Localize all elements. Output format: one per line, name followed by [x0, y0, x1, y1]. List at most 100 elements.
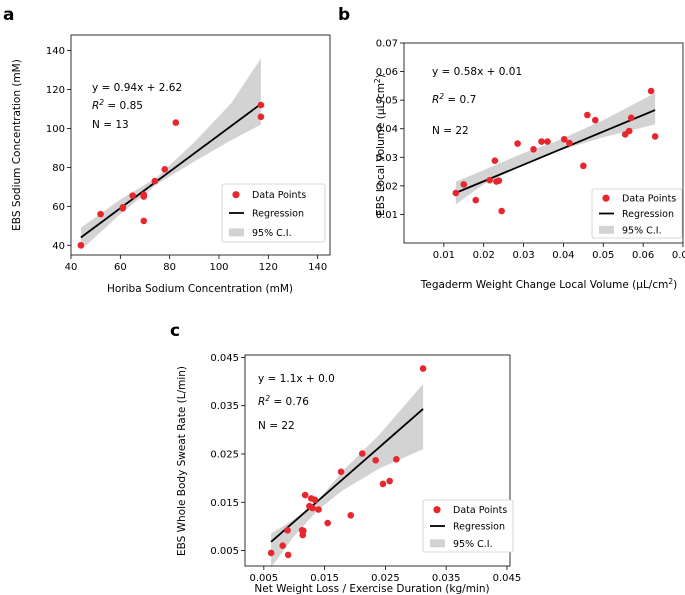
legend: Data Points Regression 95% C.I.: [422, 499, 514, 553]
data-point: [151, 177, 159, 185]
r-squared-symbol: R: [258, 396, 265, 408]
data-point: [560, 135, 568, 143]
y-tick-label: 40: [52, 241, 65, 252]
y-tick-label: 0.02: [376, 181, 398, 192]
plot-frame: [70, 34, 331, 256]
x-tick-label: 40: [65, 262, 78, 273]
data-point: [257, 101, 265, 109]
x-tick-label: 80: [163, 262, 176, 273]
x-tick-label: 0.045: [493, 573, 522, 584]
legend-point-marker: [602, 194, 610, 202]
x-tick-label: 0.03: [512, 250, 534, 261]
y-tick-label: 0.005: [210, 546, 239, 557]
data-point: [267, 549, 275, 557]
regression-equation: y = 0.58x + 0.01: [432, 66, 522, 78]
data-point: [311, 496, 319, 504]
x-tick-label: 0.025: [371, 573, 400, 584]
r-squared: R2 = 0.7: [432, 92, 476, 106]
panel-a: a 40 60 80 100 120 140 40 60 80 100 120 140 Horiba So…: [3, 5, 331, 295]
legend-label: 95% C.I.: [252, 228, 292, 239]
data-point: [580, 162, 587, 170]
x-axis-label: Net Weight Loss / Exercise Duration (kg/…: [254, 583, 489, 595]
panel-b: b 0.01 0.02 0.03 0.04 0.05 0.06 0.07 0.01 0.02 0.0…: [338, 5, 685, 291]
data-point: [651, 133, 659, 140]
r-squared-value: = 0.85: [104, 100, 143, 112]
regression-line: [455, 109, 656, 194]
y-tick-label: 0.01: [376, 210, 398, 221]
x-tick-label: 120: [259, 262, 278, 273]
y-tick-label: 140: [46, 46, 65, 57]
r-squared-value: = 0.7: [444, 94, 476, 106]
panel-letter: a: [3, 5, 14, 25]
legend-label: Regression: [622, 209, 674, 220]
legend-box: [591, 188, 683, 239]
legend: Data Points Regression 95% C.I.: [221, 183, 326, 243]
r-squared-value: = 0.76: [270, 396, 309, 408]
legend-point-marker: [232, 191, 240, 199]
regression-equation: y = 1.1x + 0.0: [258, 373, 335, 385]
legend-label: Data Points: [252, 190, 306, 201]
y-axis-label-end: ): [375, 74, 387, 78]
regression-line: [80, 103, 262, 239]
legend-label: Regression: [252, 209, 304, 220]
r-squared-symbol: R: [432, 94, 439, 106]
data-point: [337, 468, 345, 476]
ci-band: [455, 93, 656, 205]
data-point: [284, 526, 291, 534]
data-point: [647, 87, 655, 95]
panel-letter: c: [170, 321, 180, 341]
data-point: [495, 177, 503, 185]
legend-point-marker: [433, 506, 441, 514]
data-point: [372, 456, 379, 464]
x-tick-label: 0.015: [310, 573, 339, 584]
plot-frame: [403, 42, 684, 244]
data-point: [140, 217, 148, 225]
data-point: [514, 140, 521, 147]
y-tick-label: 60: [52, 202, 65, 213]
data-point: [301, 491, 309, 499]
x-tick-label: 0.035: [432, 573, 461, 584]
legend-label: 95% C.I.: [622, 225, 662, 236]
r-squared: R2 = 0.76: [258, 394, 309, 408]
data-point: [140, 191, 148, 198]
y-tick-label: 0.06: [376, 67, 398, 78]
data-point: [359, 450, 366, 457]
y-tick-label: 100: [46, 124, 65, 135]
legend-ci-marker: [599, 225, 614, 234]
data-point: [472, 196, 480, 204]
legend-ci-marker: [430, 539, 445, 548]
y-axis-label: EBS Whole Body Sweat Rate (L/min): [176, 366, 188, 556]
legend-box: [422, 499, 514, 553]
data-point: [419, 365, 427, 372]
data-point: [300, 527, 307, 535]
panel-c: c 0.005 0.015 0.025 0.035 0.045 0.005 0.015 0.02…: [170, 321, 521, 595]
data-point: [625, 127, 633, 135]
data-point: [491, 157, 499, 165]
x-tick-label: 0.02: [473, 250, 495, 261]
x-tick-label: 0.005: [250, 573, 279, 584]
data-point: [161, 166, 169, 173]
regression-line: [270, 408, 424, 543]
data-point: [172, 119, 180, 126]
data-point: [77, 241, 85, 249]
x-axis-label-sup: 2: [668, 277, 673, 286]
data-point: [566, 139, 573, 147]
y-tick-label: 0.025: [210, 449, 239, 460]
r-squared-sup: 2: [439, 92, 444, 101]
legend-label: Regression: [453, 522, 505, 533]
regression-equation: y = 0.94x + 2.62: [92, 82, 182, 94]
data-point: [498, 207, 505, 215]
legend-label: Data Points: [453, 505, 507, 516]
x-tick-label: 60: [114, 262, 127, 273]
data-point: [315, 506, 322, 513]
data-point: [393, 455, 400, 463]
x-tick-label: 140: [308, 262, 327, 273]
y-tick-label: 80: [52, 163, 65, 174]
data-point: [592, 116, 599, 124]
r-squared: R2 = 0.85: [92, 98, 143, 112]
data-point: [279, 542, 286, 550]
x-tick-label: 0.04: [552, 250, 574, 261]
data-point: [584, 111, 591, 119]
x-axis-label-text: Tegaderm Weight Change Local Volume (μL/…: [420, 279, 669, 291]
